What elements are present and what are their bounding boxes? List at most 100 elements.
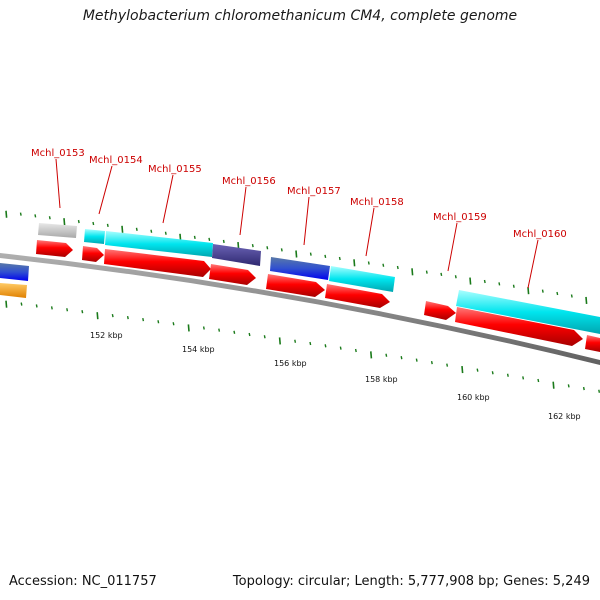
cds-arrow [424,301,456,320]
kbp-label: 156 kbp [274,359,307,368]
minor-tick [309,341,312,346]
cds-arrow [585,335,600,352]
upper-tick-track [5,210,588,305]
major-tick [96,312,99,320]
gene-label: Mchl_0160 [513,229,567,240]
minor-tick [598,389,600,393]
minor-tick [92,221,95,226]
minor-tick [338,256,341,261]
major-tick [585,296,588,305]
lower-tick-track [5,300,600,393]
kbp-label: 162 kbp [548,412,581,421]
cds-arrow [455,307,583,346]
cog-feature-gray [38,223,77,238]
minor-tick [208,237,211,242]
minor-tick [142,318,145,322]
minor-tick [483,279,486,284]
gene-label: Mchl_0153 [31,148,85,159]
major-tick [411,268,414,276]
major-tick [5,210,8,218]
leader-line [527,239,539,289]
cds-arrow [104,249,211,277]
major-tick [469,277,472,285]
genome-backbone [0,253,600,365]
major-tick [187,324,190,332]
minor-tick [218,328,221,332]
minor-tick [202,326,205,330]
minor-tick [425,270,428,274]
minor-tick [294,339,297,343]
minor-tick [34,214,37,218]
cog-feature-orange-left [0,283,27,298]
minor-tick [541,289,544,293]
map-title: Methylobacterium chloromethanicum CM4, c… [82,8,518,24]
minor-tick [570,294,573,298]
minor-tick [150,229,153,233]
minor-tick [582,386,585,391]
minor-tick [135,227,138,231]
minor-tick [126,315,129,320]
minor-tick [66,308,69,312]
minor-tick [446,363,449,367]
minor-tick [19,212,22,216]
cog-feature-blue [270,257,330,280]
minor-tick [556,291,559,296]
leader-line [447,222,458,272]
minor-tick [309,252,312,256]
leader-line [303,196,310,246]
minor-tick [248,332,251,337]
minor-tick [280,248,283,252]
minor-tick [506,373,509,377]
cds-arrow [209,264,256,285]
minor-tick [430,360,433,365]
kbp-label: 158 kbp [365,375,398,384]
gene-label: Mchl_0159 [433,212,487,223]
minor-tick [172,322,175,326]
minor-tick [251,243,254,248]
kbp-label: 154 kbp [182,345,215,354]
cog-feature-blue-left [0,263,29,281]
minor-tick [537,378,540,383]
minor-tick [77,219,80,224]
kbp-label: 160 kbp [457,393,490,402]
minor-tick [367,261,370,265]
minor-tick [20,302,23,306]
major-tick [5,300,8,308]
minor-tick [354,348,357,353]
kbp-label: 152 kbp [90,331,123,340]
minor-tick [339,346,342,350]
minor-tick [415,358,418,362]
cog-feature-cyan [105,231,213,257]
leader-line [162,174,174,224]
minor-tick [35,304,38,308]
minor-tick [222,239,225,244]
minor-tick [48,216,51,220]
cds-forward-track [36,240,600,352]
minor-tick [454,275,457,279]
major-tick [278,337,281,345]
gene-labels: Mchl_0153 Mchl_0154 Mchl_0155 Mchl_0156 … [31,148,567,289]
cog-feature-slate [212,244,261,266]
minor-tick [157,320,160,324]
major-tick [63,218,66,226]
cog-feature-track [0,223,600,334]
minor-tick [498,282,501,286]
minor-tick [50,306,53,310]
minor-tick [233,330,236,334]
minor-tick [400,356,403,360]
gene-label: Mchl_0155 [148,164,202,175]
leader-line [55,158,61,209]
gene-label: Mchl_0154 [89,155,143,166]
minor-tick [324,344,327,348]
accession-text: Accession: NC_011757 [9,574,157,589]
minor-tick [567,384,570,388]
gene-label: Mchl_0157 [287,186,341,197]
minor-tick [164,231,167,235]
cds-arrow [82,246,104,262]
minor-tick [324,254,327,258]
minor-tick [396,265,399,270]
gene-label: Mchl_0158 [350,197,404,208]
leader-line [365,207,375,257]
cds-arrow [36,240,73,257]
